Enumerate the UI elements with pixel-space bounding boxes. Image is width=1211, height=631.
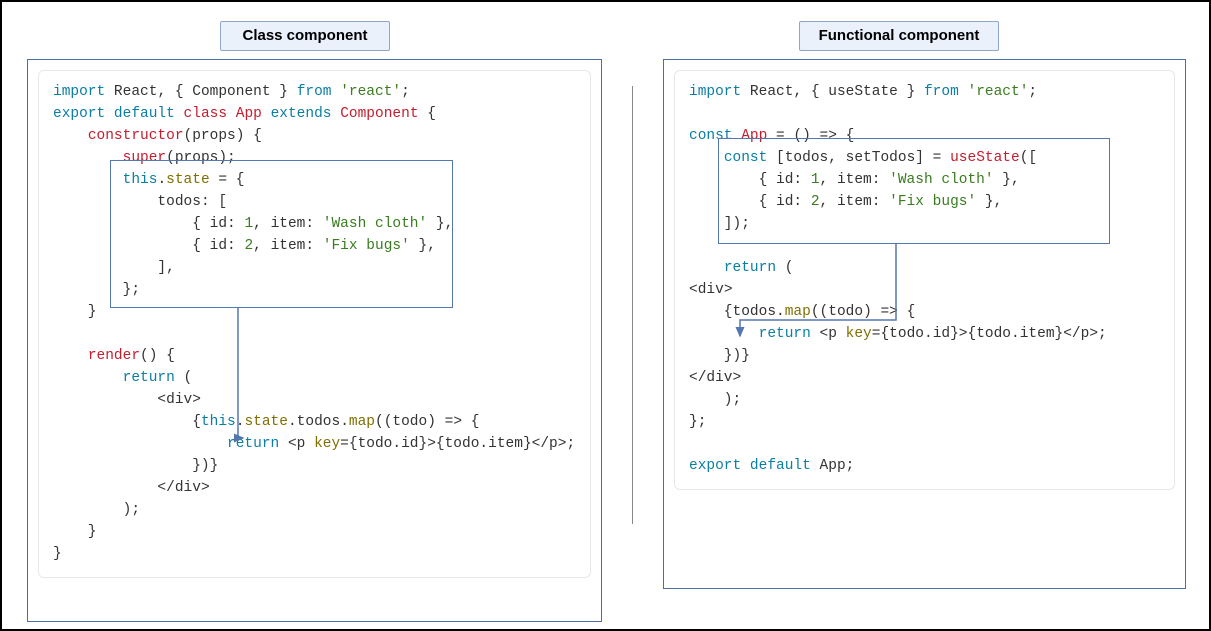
arrow-state-to-usage-icon [28, 60, 603, 623]
panel-functional-component: import React, { useState } from 'react';… [663, 59, 1186, 589]
panel-class-component: import React, { Component } from 'react'… [27, 59, 602, 622]
center-divider [632, 86, 633, 524]
heading-functional-component: Functional component [799, 21, 999, 51]
comparison-canvas: Class component Functional component imp… [0, 0, 1211, 631]
heading-class-component: Class component [220, 21, 390, 51]
arrow-usestate-to-usage-icon [664, 60, 1187, 590]
